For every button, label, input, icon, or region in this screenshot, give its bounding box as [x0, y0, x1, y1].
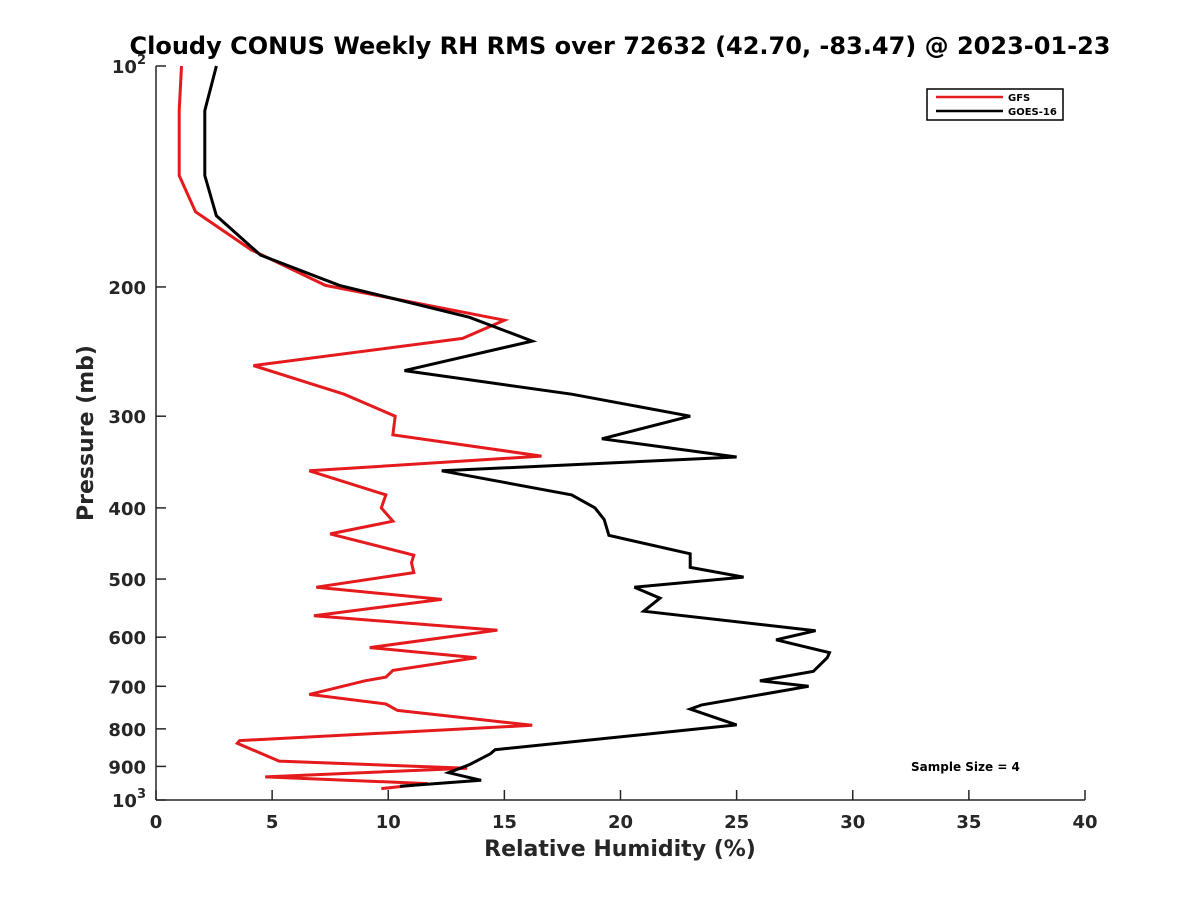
chart-title: Cloudy CONUS Weekly RH RMS over 72632 (4…	[130, 32, 1111, 60]
x-tick-label: 30	[840, 812, 865, 833]
y-tick-label: 600	[108, 628, 146, 649]
y-tick-label: 102	[112, 53, 146, 78]
y-tick-label-exponent: 2	[137, 53, 146, 68]
legend-box	[926, 88, 1064, 121]
y-tick-label-base: 800	[108, 720, 146, 741]
y-tick-label-base: 300	[108, 407, 146, 428]
x-tick-label: 0	[150, 812, 163, 833]
y-tick-label-base: 700	[108, 677, 146, 698]
y-tick-label: 800	[108, 720, 146, 741]
y-tick-label-base: 10	[112, 57, 137, 78]
x-tick-label: 15	[492, 812, 517, 833]
x-axis-label: Relative Humidity (%)	[484, 837, 756, 862]
series-layer	[177, 65, 832, 791]
legend-label-goes16: GOES-16	[1008, 107, 1057, 118]
x-tick-label: 20	[608, 812, 633, 833]
y-tick-label: 300	[108, 407, 146, 428]
legend: GFS GOES-16	[926, 88, 1064, 121]
x-tick-label: 40	[1072, 812, 1097, 833]
y-tick-label: 200	[108, 278, 146, 299]
y-tick-label-base: 900	[108, 757, 146, 778]
y-tick-label-exponent: 3	[137, 787, 146, 802]
x-tick-label: 5	[266, 812, 279, 833]
legend-label-gfs: GFS	[1008, 93, 1030, 104]
x-tick-label: 35	[956, 812, 981, 833]
y-tick-label: 900	[108, 757, 146, 778]
x-tick-label: 25	[724, 812, 749, 833]
y-tick-label-base: 500	[108, 570, 146, 591]
y-tick-label-base: 600	[108, 628, 146, 649]
y-tick-label-base: 10	[112, 791, 137, 812]
gfs-series-line	[177, 65, 542, 791]
y-tick-label: 103	[112, 787, 146, 812]
y-tick-label-base: 400	[108, 499, 146, 520]
x-tick-label: 10	[376, 812, 401, 833]
y-tick-label: 700	[108, 677, 146, 698]
plot-axes: 0 5 10 15 20 25 30 35 40102200300400500600700800…	[108, 53, 1097, 833]
y-tick-label: 400	[108, 499, 146, 520]
y-axis-label: Pressure (mb)	[74, 345, 99, 521]
y-tick-label: 500	[108, 570, 146, 591]
goes16-series-line	[203, 65, 832, 788]
sample-size-annotation: Sample Size = 4	[911, 760, 1020, 774]
y-tick-label-base: 200	[108, 278, 146, 299]
